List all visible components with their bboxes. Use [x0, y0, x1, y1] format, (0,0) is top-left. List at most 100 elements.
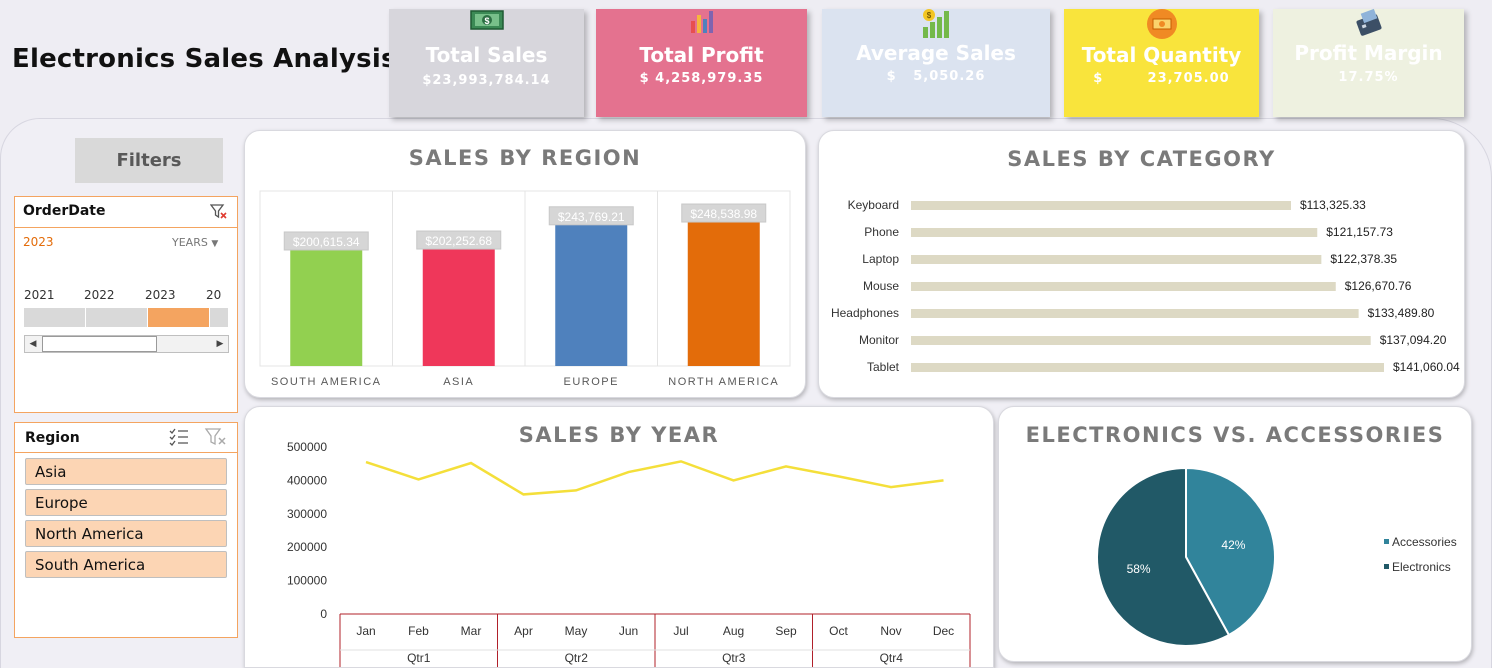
data-label: $137,094.20	[1380, 333, 1447, 347]
timeline-bar[interactable]	[210, 308, 228, 327]
sales-by-region-chart: $200,615.34 SOUTH AMERICA $202,252.68 ASIA $…	[259, 190, 791, 388]
pie-slice	[1185, 466, 1276, 637]
bar	[911, 363, 1384, 372]
chart-title: ELECTRONICS VS. ACCESSORIES	[1025, 423, 1445, 447]
selected-period: 2023	[23, 235, 54, 249]
data-label: $121,157.73	[1326, 225, 1393, 239]
region-item-north-america[interactable]: North America	[25, 520, 227, 547]
category-label: EUROPE	[564, 376, 619, 388]
category-label: ASIA	[443, 376, 474, 388]
kpi-average-sales: $ Average Sales $ 5,050.26	[822, 9, 1050, 117]
bar	[911, 282, 1336, 291]
month-label: Oct	[829, 624, 848, 638]
sales-by-year-chart: 500000 400000 300000 200000 100000 0 Jan Feb Mar…	[287, 440, 971, 667]
y-tick-label: 0	[320, 607, 327, 621]
electronics-vs-accessories-chart: 42% Accessories 58% Electronics	[1096, 466, 1457, 647]
filters-button[interactable]: Filters	[75, 138, 223, 183]
quarter-label: Qtr4	[880, 651, 904, 665]
legend-swatch	[1384, 564, 1389, 569]
month-label: Jul	[673, 624, 688, 638]
sales-by-category-chart: Keyboard $113,325.33 Phone $121,157.73 Lapto…	[831, 198, 1460, 374]
bar	[911, 201, 1291, 210]
clear-filter-icon[interactable]	[210, 203, 228, 221]
time-level-dropdown[interactable]: YEARS ▼	[172, 236, 218, 249]
kpi-total-quantity: Total Quantity $ 23,705.00	[1064, 9, 1259, 117]
bar	[687, 221, 760, 366]
kpi-label: Total Quantity	[1081, 43, 1242, 67]
timeline-bar[interactable]	[86, 308, 147, 327]
region-item-south-america[interactable]: South America	[25, 551, 227, 578]
slicer-header: OrderDate	[23, 203, 106, 219]
month-label: Aug	[723, 624, 744, 638]
multi-select-icon[interactable]	[168, 427, 190, 447]
svg-text:$: $	[484, 16, 489, 26]
month-label: Dec	[933, 624, 954, 638]
legend-label: Accessories	[1392, 535, 1457, 549]
orderdate-slicer: OrderDate 2023 YEARS ▼ 2021 2022 2023 20 ◀ …	[14, 196, 238, 413]
year-label: 2022	[84, 288, 115, 302]
quarter-label: Qtr1	[407, 651, 431, 665]
kpi-total-profit: Total Profit $ 4,258,979.35	[596, 9, 807, 117]
bar	[911, 228, 1318, 237]
y-tick-label: 400000	[287, 473, 327, 487]
scrollbar-thumb[interactable]	[42, 336, 157, 352]
data-label: $133,489.80	[1368, 306, 1435, 320]
card-reader-icon	[1355, 8, 1382, 36]
y-tick-label: 300000	[287, 507, 327, 521]
category-label: Monitor	[859, 333, 899, 347]
region-item-asia[interactable]: Asia	[25, 458, 227, 485]
clear-filter-icon[interactable]	[204, 427, 228, 447]
slice-label: 58%	[1127, 562, 1151, 576]
bar	[290, 248, 363, 366]
bar-chart-icon	[690, 11, 713, 33]
category-label: SOUTH AMERICA	[271, 376, 382, 388]
data-label: $141,060.04	[1393, 360, 1460, 374]
data-label-box	[681, 203, 767, 223]
data-label: $122,378.35	[1330, 252, 1397, 266]
category-label: Mouse	[863, 279, 899, 293]
y-tick-label: 500000	[287, 440, 327, 454]
category-label: Headphones	[831, 306, 899, 320]
y-tick-label: 100000	[287, 574, 327, 588]
timeline-scrollbar[interactable]: ◀ ▶	[24, 335, 229, 353]
bar	[555, 223, 628, 366]
timeline-bar[interactable]	[24, 308, 85, 327]
slicer-header: Region	[25, 430, 80, 446]
data-label: $202,252.68	[425, 234, 492, 248]
bar	[911, 309, 1359, 318]
cash-icon	[1146, 9, 1177, 39]
month-label: Jan	[356, 624, 375, 638]
data-label: $248,538.98	[690, 207, 757, 221]
region-item-europe[interactable]: Europe	[25, 489, 227, 516]
month-label: Nov	[880, 624, 901, 638]
timeline-bar-selected[interactable]	[148, 308, 209, 327]
category-label: NORTH AMERICA	[668, 376, 779, 388]
category-label: Tablet	[867, 360, 900, 374]
data-label: $113,325.33	[1300, 198, 1366, 212]
scroll-right-icon[interactable]: ▶	[216, 339, 224, 349]
kpi-label: Profit Margin	[1294, 41, 1443, 65]
growth-chart-icon: $	[923, 9, 949, 38]
data-label-box	[283, 231, 369, 251]
month-label: Feb	[408, 624, 429, 638]
quarter-label: Qtr2	[565, 651, 589, 665]
category-label: Laptop	[862, 252, 899, 266]
chart-title: SALES BY YEAR	[518, 423, 720, 447]
chevron-down-icon: ▼	[211, 239, 219, 249]
year-label: 2023	[145, 288, 176, 302]
kpi-label: Total Sales	[425, 43, 548, 67]
category-label: Phone	[864, 225, 899, 239]
kpi-value: $ 4,258,979.35	[639, 71, 764, 86]
month-label: Apr	[514, 624, 533, 638]
kpi-value: 17.75%	[1338, 70, 1399, 85]
y-tick-label: 200000	[287, 540, 327, 554]
kpi-value: $ 5,050.26	[886, 69, 986, 84]
category-label: Keyboard	[848, 198, 899, 212]
scroll-left-icon[interactable]: ◀	[29, 339, 37, 349]
bar	[911, 255, 1322, 264]
data-label: $126,670.76	[1345, 279, 1412, 293]
slice-label: 42%	[1221, 538, 1245, 552]
kpi-label: Average Sales	[856, 41, 1016, 65]
bar	[422, 248, 495, 366]
kpi-label: Total Profit	[639, 43, 764, 67]
